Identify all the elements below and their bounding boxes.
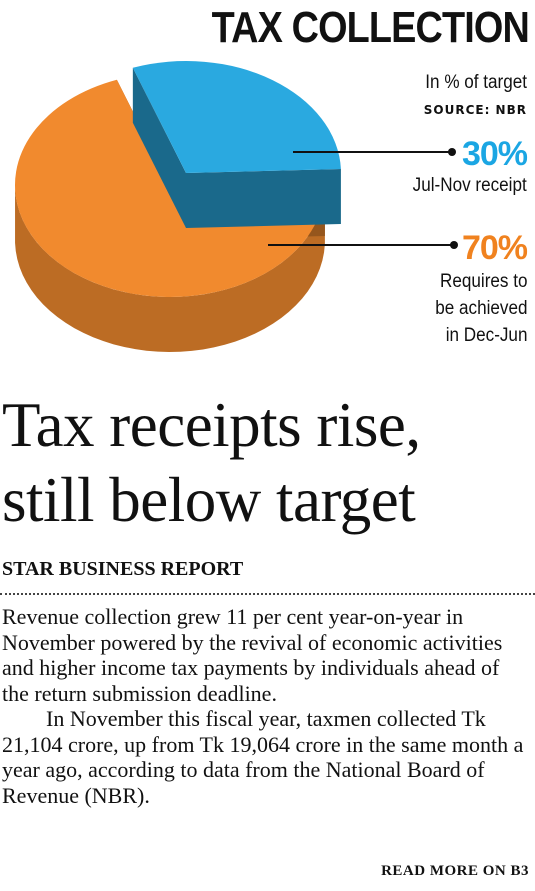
pie-slice-1 bbox=[132, 61, 341, 228]
article-body: Revenue collection grew 11 per cent year… bbox=[2, 604, 530, 808]
chart-source: SOURCE: NBR bbox=[423, 103, 527, 117]
slice-1-description: Jul-Nov receipt bbox=[412, 175, 527, 196]
slice-2-percent: 70% bbox=[461, 229, 528, 267]
read-more-link[interactable]: READ MORE ON B3 bbox=[381, 863, 529, 879]
dotted-divider bbox=[0, 593, 535, 595]
chart-title: TAX COLLECTION bbox=[211, 3, 530, 52]
pie-slice-1-cut-2 bbox=[186, 168, 341, 228]
pie-chart bbox=[14, 61, 458, 352]
article-paragraph-1: Revenue collection grew 11 per cent year… bbox=[2, 604, 503, 706]
chart-subtitle: In % of target bbox=[425, 72, 527, 93]
byline: STAR BUSINESS REPORT bbox=[2, 558, 244, 580]
slice-2-leader-dot bbox=[450, 241, 458, 249]
pie-slice-1-top bbox=[132, 61, 341, 174]
article-paragraph-2: In November this fiscal year, taxmen col… bbox=[2, 706, 524, 808]
tax-collection-infographic: TAX COLLECTION In % of target SOURCE: NB… bbox=[0, 0, 535, 380]
pie-slice-2-side bbox=[15, 187, 325, 352]
slice-1-leader-dot bbox=[448, 148, 456, 156]
slice-2-description: Requires to be achieved in Dec-Jun bbox=[434, 271, 527, 346]
headline: Tax receipts rise, still below target bbox=[2, 390, 421, 535]
pie-slice-1-cut-1 bbox=[132, 67, 186, 228]
slice-1-percent: 30% bbox=[461, 135, 528, 173]
